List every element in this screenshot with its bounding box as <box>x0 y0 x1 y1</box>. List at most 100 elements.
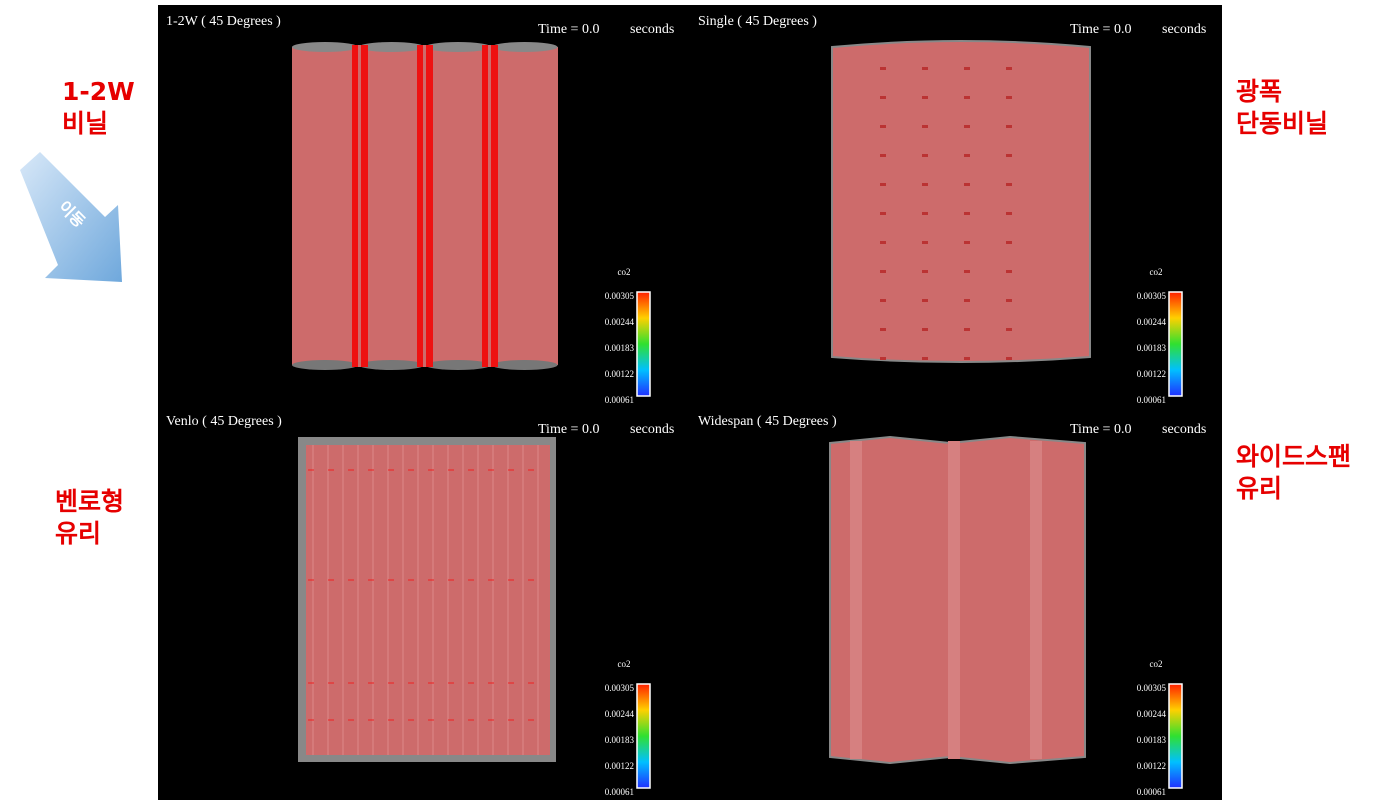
side-label: 비닐 <box>62 109 108 138</box>
time-label: Time = 0.0 <box>1070 422 1131 437</box>
legend-tick: 0.00122 <box>605 761 634 771</box>
roof-edge <box>358 360 425 370</box>
side-label: 와이드스팬 <box>1236 442 1351 471</box>
stripe <box>488 45 491 367</box>
panel: Widespan ( 45 Degrees ) Time = 0.0 seconds… <box>698 414 1206 797</box>
panel-title: Venlo ( 45 Degrees ) <box>166 414 282 429</box>
sensor <box>964 154 970 157</box>
sensor <box>922 328 928 331</box>
side-label: 광폭 <box>1236 77 1282 106</box>
roof-edge <box>292 42 358 52</box>
sensor <box>964 67 970 70</box>
panel: 1-2W ( 45 Degrees ) Time = 0.0 seconds co2 0… <box>166 14 674 405</box>
sensor <box>922 96 928 99</box>
legend-title: co2 <box>1150 267 1163 277</box>
sensor <box>964 212 970 215</box>
sensor <box>880 212 886 215</box>
sensor <box>922 67 928 70</box>
sensor <box>1006 357 1012 360</box>
sensor <box>1006 125 1012 128</box>
color-bar <box>636 291 651 397</box>
time-unit: seconds <box>630 22 674 37</box>
legend-tick: 0.00305 <box>1137 291 1167 301</box>
time-label: Time = 0.0 <box>538 422 599 437</box>
legend-tick: 0.00061 <box>1137 787 1166 797</box>
ridge <box>1030 441 1042 759</box>
legend-title: co2 <box>1150 659 1163 669</box>
sensor <box>880 299 886 302</box>
ridge <box>948 441 960 759</box>
side-label: 벤로형 <box>55 487 124 516</box>
sensor <box>1006 154 1012 157</box>
sensor <box>1006 183 1012 186</box>
sensor <box>922 154 928 157</box>
time-label: Time = 0.0 <box>538 22 599 37</box>
sensor <box>922 270 928 273</box>
legend-tick: 0.00244 <box>1137 317 1167 327</box>
roof-edge <box>292 360 358 370</box>
sensor <box>1006 328 1012 331</box>
color-bar <box>1168 683 1183 789</box>
sensor <box>1006 96 1012 99</box>
sensor <box>1006 212 1012 215</box>
panel-title: 1-2W ( 45 Degrees ) <box>166 14 281 29</box>
sensor <box>964 183 970 186</box>
legend-tick: 0.00244 <box>605 709 635 719</box>
sensor <box>922 183 928 186</box>
legend-title: co2 <box>618 267 631 277</box>
legend-tick: 0.00061 <box>605 787 634 797</box>
roof-edge <box>425 360 491 370</box>
panel: Single ( 45 Degrees ) Time = 0.0 seconds co… <box>698 14 1206 405</box>
sensor <box>922 299 928 302</box>
sensor <box>880 125 886 128</box>
legend-tick: 0.00061 <box>1137 395 1166 405</box>
legend-tick: 0.00183 <box>605 735 635 745</box>
roof-edge <box>358 42 425 52</box>
side-label: 유리 <box>1236 474 1282 503</box>
sensor <box>964 270 970 273</box>
side-label: 1-2W <box>62 77 135 106</box>
sensor <box>1006 67 1012 70</box>
sensor <box>964 299 970 302</box>
stripe <box>423 45 426 367</box>
legend-tick: 0.00305 <box>605 683 635 693</box>
sensor <box>1006 241 1012 244</box>
arrow <box>20 152 122 282</box>
time-unit: seconds <box>630 422 674 437</box>
side-label: 유리 <box>55 519 101 548</box>
legend-tick: 0.00122 <box>1137 761 1166 771</box>
legend-tick: 0.00061 <box>605 395 634 405</box>
legend-title: co2 <box>618 659 631 669</box>
roof-edge <box>425 42 491 52</box>
sensor <box>922 357 928 360</box>
legend-tick: 0.00305 <box>1137 683 1167 693</box>
legend-tick: 0.00183 <box>605 343 635 353</box>
stripe <box>358 45 361 367</box>
side-label: 단동비닐 <box>1236 109 1328 138</box>
color-bar <box>1168 291 1183 397</box>
greenhouse <box>831 40 1091 363</box>
legend-tick: 0.00122 <box>1137 369 1166 379</box>
sensor <box>880 183 886 186</box>
color-bar <box>636 683 651 789</box>
time-unit: seconds <box>1162 22 1206 37</box>
sensor <box>880 67 886 70</box>
legend-tick: 0.00305 <box>605 291 635 301</box>
sensor <box>964 125 970 128</box>
sensor <box>1006 299 1012 302</box>
sensor <box>964 96 970 99</box>
roof-edge <box>491 42 558 52</box>
sensor <box>880 328 886 331</box>
sensor <box>922 125 928 128</box>
legend-tick: 0.00183 <box>1137 343 1167 353</box>
legend-tick: 0.00122 <box>605 369 634 379</box>
panel-title: Single ( 45 Degrees ) <box>698 14 817 29</box>
roof-edge <box>491 360 558 370</box>
greenhouse <box>306 445 550 755</box>
sensor <box>880 270 886 273</box>
legend-tick: 0.00244 <box>1137 709 1167 719</box>
sensor <box>922 212 928 215</box>
sensor <box>880 241 886 244</box>
sensor <box>880 96 886 99</box>
